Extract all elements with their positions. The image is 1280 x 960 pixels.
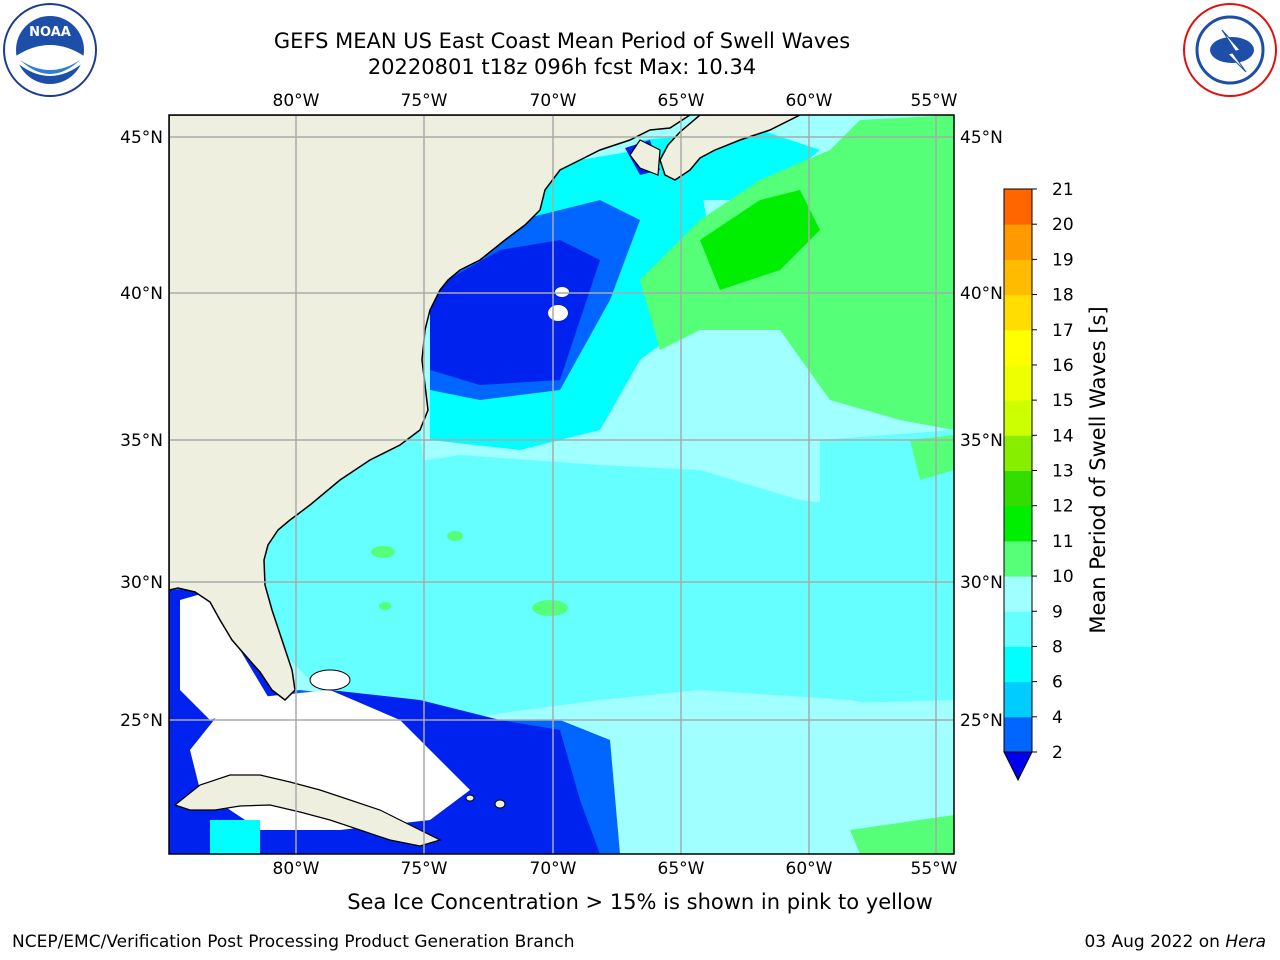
colorbar: 2 4 6 8 9 10 11 12 13 14 15 16 17 18 19 20 21 xyxy=(1003,180,1074,782)
lat-label-left: 45°N xyxy=(120,128,163,148)
colorbar-tick-label: 9 xyxy=(1052,602,1063,622)
colorbar-tick-label: 2 xyxy=(1052,743,1063,763)
colorbar-segment xyxy=(1004,329,1032,366)
colorbar-tick-label: 17 xyxy=(1052,321,1074,341)
colorbar-tick-label: 11 xyxy=(1052,532,1074,552)
colorbar-segment xyxy=(1004,505,1032,542)
colorbar-tick-label: 13 xyxy=(1052,462,1074,482)
lon-label-top: 60°W xyxy=(786,91,833,111)
lon-label-bottom: 60°W xyxy=(786,859,833,879)
colorbar-segment xyxy=(1004,294,1032,331)
colorbar-segment xyxy=(1004,259,1032,296)
lat-label-left: 40°N xyxy=(120,284,163,304)
lon-label-bottom: 75°W xyxy=(401,859,448,879)
colorbar-tick-label: 18 xyxy=(1052,286,1074,306)
credit-text: NCEP/EMC/Verification Post Processing Pr… xyxy=(12,932,575,952)
lon-label-bottom: 65°W xyxy=(658,859,705,879)
colorbar-tick-label: 20 xyxy=(1052,215,1074,235)
colorbar-tick-label: 16 xyxy=(1052,356,1074,376)
host-name: Hera xyxy=(1225,932,1266,952)
lon-label-bottom: 70°W xyxy=(530,859,577,879)
sea-ice-note: Sea Ice Concentration > 15% is shown in … xyxy=(347,890,933,914)
lon-label-top: 80°W xyxy=(273,91,320,111)
colorbar-segment xyxy=(1004,540,1032,577)
colorbar-tick-label: 21 xyxy=(1052,180,1074,200)
lon-label-bottom: 55°W xyxy=(911,859,958,879)
lon-label-top: 70°W xyxy=(530,91,577,111)
lat-label-left: 35°N xyxy=(120,431,163,451)
lat-label-right: 45°N xyxy=(960,128,1003,148)
lon-label-bottom: 80°W xyxy=(273,859,320,879)
colorbar-segment xyxy=(1004,224,1032,260)
colorbar-tick-label: 4 xyxy=(1052,708,1063,728)
colorbar-segment xyxy=(1004,400,1032,436)
lat-label-left: 30°N xyxy=(120,573,163,593)
colorbar-tick-label: 10 xyxy=(1052,567,1074,587)
colorbar-segment xyxy=(1004,611,1032,647)
colorbar-segment xyxy=(1004,364,1032,401)
colorbar-segment xyxy=(1004,681,1032,718)
lon-label-top: 55°W xyxy=(911,91,958,111)
lon-label-top: 65°W xyxy=(658,91,705,111)
colorbar-segment xyxy=(1004,716,1032,753)
colorbar-segment xyxy=(1004,435,1032,471)
colorbar-tick-label: 14 xyxy=(1052,426,1074,446)
map-field xyxy=(169,115,954,854)
colorbar-segment xyxy=(1004,646,1032,683)
colorbar-label: Mean Period of Swell Waves [s] xyxy=(1086,306,1110,633)
noaa-logo-icon: NOAA xyxy=(3,3,97,97)
graticule xyxy=(169,115,954,854)
colorbar-tick-label: 6 xyxy=(1052,673,1063,693)
date-text: 03 Aug 2022 on xyxy=(1084,932,1226,952)
colorbar-segment xyxy=(1004,470,1032,507)
lat-label-right: 40°N xyxy=(960,284,1003,304)
nws-logo-icon xyxy=(1183,3,1277,97)
colorbar-tick-label: 12 xyxy=(1052,497,1074,517)
date-stamp: 03 Aug 2022 on Hera xyxy=(1084,932,1266,952)
colorbar-tick-label: 19 xyxy=(1052,250,1074,270)
colorbar-tick-label: 8 xyxy=(1052,637,1063,657)
lat-label-right: 30°N xyxy=(960,573,1003,593)
lat-label-left: 25°N xyxy=(120,711,163,731)
colorbar-under-arrow xyxy=(1003,751,1033,782)
colorbar-tick-label: 15 xyxy=(1052,391,1074,411)
map-subtitle: 20220801 t18z 096h fcst Max: 10.34 xyxy=(367,55,757,79)
lon-label-top: 75°W xyxy=(401,91,448,111)
colorbar-segment xyxy=(1004,576,1032,612)
svg-text:NOAA: NOAA xyxy=(29,25,71,40)
map-title: GEFS MEAN US East Coast Mean Period of S… xyxy=(273,29,851,53)
lat-label-right: 25°N xyxy=(960,711,1003,731)
lat-label-right: 35°N xyxy=(960,431,1003,451)
colorbar-segment xyxy=(1004,189,1032,225)
